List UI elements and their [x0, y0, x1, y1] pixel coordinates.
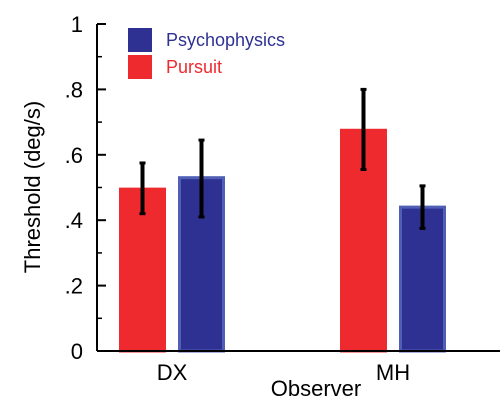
y-tick-label-3: .6 [65, 143, 83, 168]
legend-label-pursuit: Pursuit [166, 57, 222, 77]
x-axis-title: Observer [271, 376, 361, 401]
legend-swatch-pursuit [128, 55, 152, 79]
legend-swatch-psychophysics [128, 28, 152, 52]
y-ticks: 0 .2 .4 .6 .8 1 [65, 12, 106, 364]
y-axis-title: Threshold (deg/s) [20, 101, 45, 273]
bars [119, 128, 446, 353]
y-tick-label-5: 1 [71, 12, 83, 37]
y-tick-label-2: .4 [65, 208, 83, 233]
legend: Psychophysics Pursuit [128, 28, 285, 79]
x-tick-labels: DX MH [157, 360, 410, 385]
x-tick-label-mh: MH [376, 360, 410, 385]
x-tick-label-dx: DX [157, 360, 188, 385]
bar-psychophysics-mh [399, 205, 446, 353]
y-tick-label-1: .2 [65, 274, 83, 299]
error-bars [139, 87, 426, 230]
y-tick-label-4: .8 [65, 77, 83, 102]
legend-label-psychophysics: Psychophysics [166, 30, 285, 50]
y-tick-label-0: 0 [71, 339, 83, 364]
